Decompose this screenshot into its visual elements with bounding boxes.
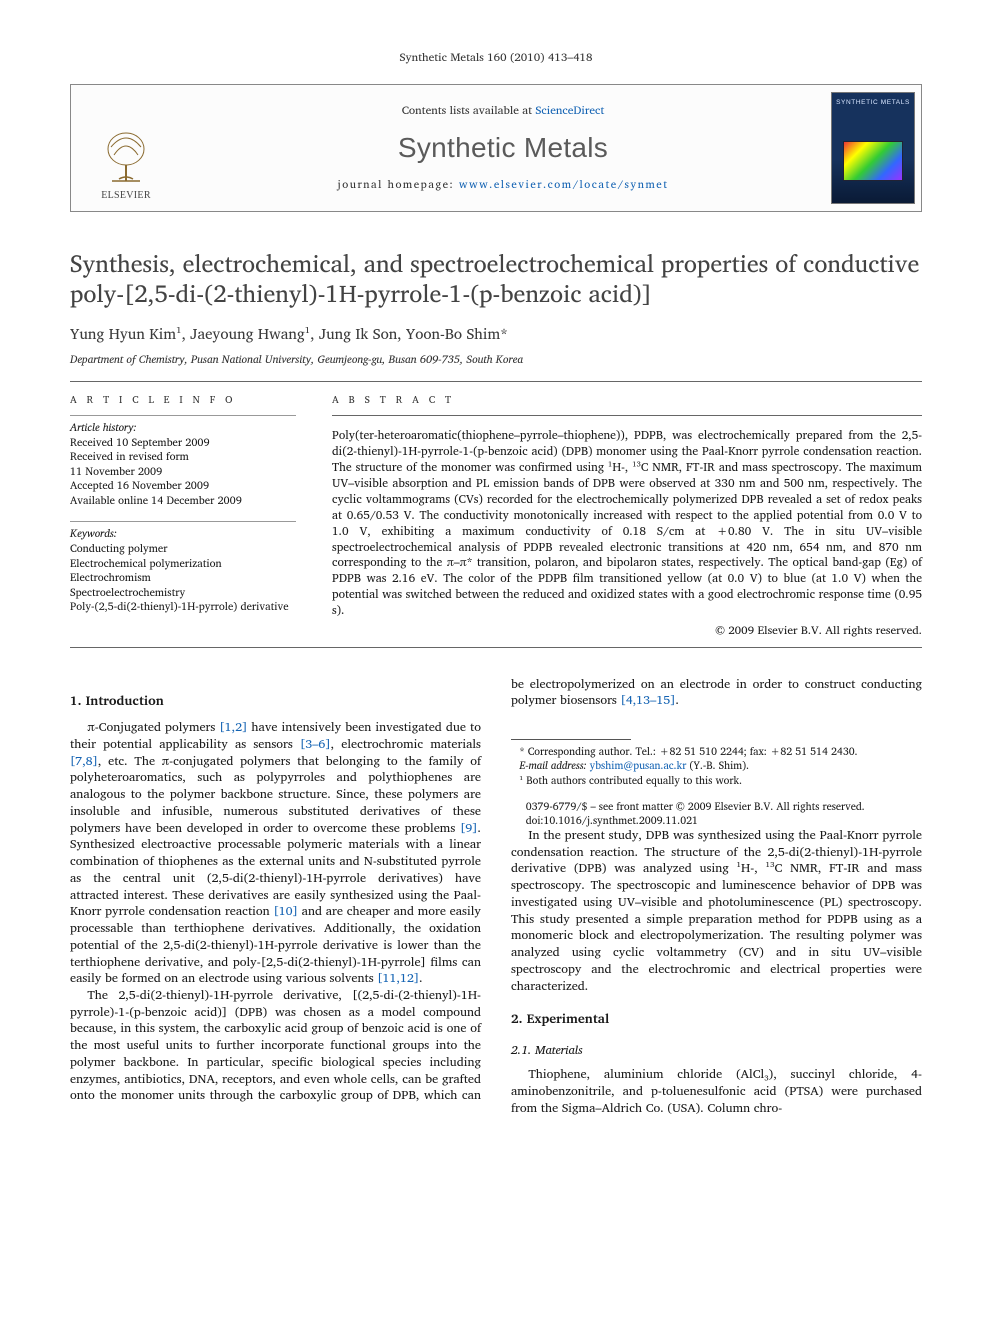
- info-divider: [70, 415, 296, 416]
- masthead: ELSEVIER Contents lists available at Sci…: [70, 84, 922, 212]
- body-paragraph: π-Conjugated polymers [1,2] have intensi…: [70, 719, 481, 987]
- sciencedirect-line: Contents lists available at ScienceDirec…: [402, 103, 605, 119]
- elsevier-tree-icon: [99, 127, 153, 187]
- copyright-line: © 2009 Elsevier B.V. All rights reserved…: [332, 623, 922, 639]
- abstract-block: A B S T R A C T Poly(ter-heteroaromatic(…: [332, 394, 922, 639]
- info-abstract-row: A R T I C L E I N F O Article history: R…: [70, 394, 922, 639]
- journal-name: Synthetic Metals: [398, 129, 608, 167]
- body-paragraph: In the present study, DPB was synthesize…: [511, 827, 922, 994]
- affiliation: Department of Chemistry, Pusan National …: [70, 352, 922, 367]
- history-block: Article history: Received 10 September 2…: [70, 420, 296, 507]
- divider: [70, 647, 922, 648]
- publisher-name: ELSEVIER: [101, 189, 151, 203]
- body-columns: 1. Introduction π-Conjugated polymers [1…: [70, 676, 922, 1117]
- abstract-divider: [332, 415, 922, 416]
- abstract-text: Poly(ter-heteroaromatic(thiophene–pyrrol…: [332, 428, 922, 619]
- journal-cover-thumbnail: SYNTHETIC METALS: [831, 92, 915, 204]
- subsection-heading-2-1: 2.1. Materials: [511, 1042, 922, 1058]
- homepage-line: journal homepage: www.elsevier.com/locat…: [338, 177, 669, 192]
- homepage-link[interactable]: www.elsevier.com/locate/synmet: [459, 175, 669, 193]
- divider: [70, 381, 922, 382]
- cover-image-icon: [843, 141, 903, 181]
- hp-prefix: journal homepage:: [338, 175, 459, 193]
- keywords-block: Keywords: Conducting polymer Electrochem…: [70, 526, 296, 613]
- sciencedirect-link[interactable]: ScienceDirect: [535, 101, 604, 120]
- sd-prefix: Contents lists available at: [402, 101, 536, 120]
- footnote-rule: [511, 739, 631, 740]
- doi-block: 0379-6779/$ – see front matter © 2009 El…: [511, 799, 922, 827]
- running-head: Synthetic Metals 160 (2010) 413–418: [70, 50, 922, 66]
- body-paragraph: Thiophene, aluminium chloride (AlCl₃), s…: [511, 1066, 922, 1116]
- equal-contrib-note: ¹ Both authors contributed equally to th…: [511, 773, 922, 787]
- article-title: Synthesis, electrochemical, and spectroe…: [70, 248, 922, 308]
- info-heading: A R T I C L E I N F O: [70, 394, 296, 408]
- info-divider-2: [70, 521, 296, 522]
- cover-title: SYNTHETIC METALS: [836, 99, 910, 108]
- masthead-center: Contents lists available at ScienceDirec…: [181, 85, 825, 211]
- author-list: Yung Hyun Kim¹, Jaeyoung Hwang¹, Jung Ik…: [70, 324, 922, 344]
- keyword: Poly-(2,5-di(2-thienyl)-1H-pyrrole) deri…: [70, 599, 296, 614]
- article-info: A R T I C L E I N F O Article history: R…: [70, 394, 296, 639]
- section-heading-1: 1. Introduction: [70, 692, 481, 710]
- publisher-logo-block: ELSEVIER: [71, 85, 181, 211]
- abstract-heading: A B S T R A C T: [332, 394, 922, 408]
- history-online: Available online 14 December 2009: [70, 493, 296, 508]
- cover-thumb-block: SYNTHETIC METALS: [825, 85, 921, 211]
- section-heading-2: 2. Experimental: [511, 1010, 922, 1028]
- footnotes: * Corresponding author. Tel.: +82 51 510…: [511, 739, 922, 787]
